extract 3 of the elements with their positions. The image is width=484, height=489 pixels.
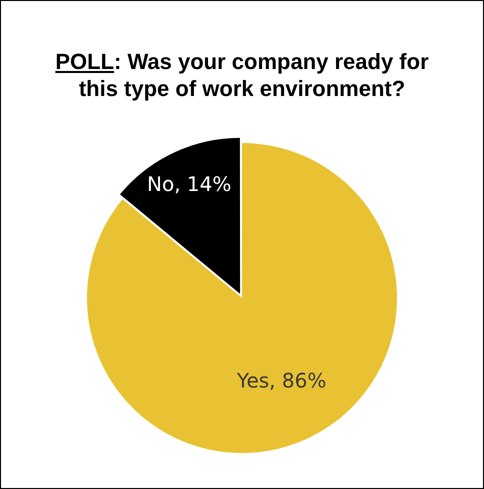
chart-title: POLL: Was your company ready for this type of work environment? (54, 48, 430, 102)
slice-label: Yes, 86% (236, 368, 326, 392)
slice-label: No, 14% (147, 172, 232, 196)
